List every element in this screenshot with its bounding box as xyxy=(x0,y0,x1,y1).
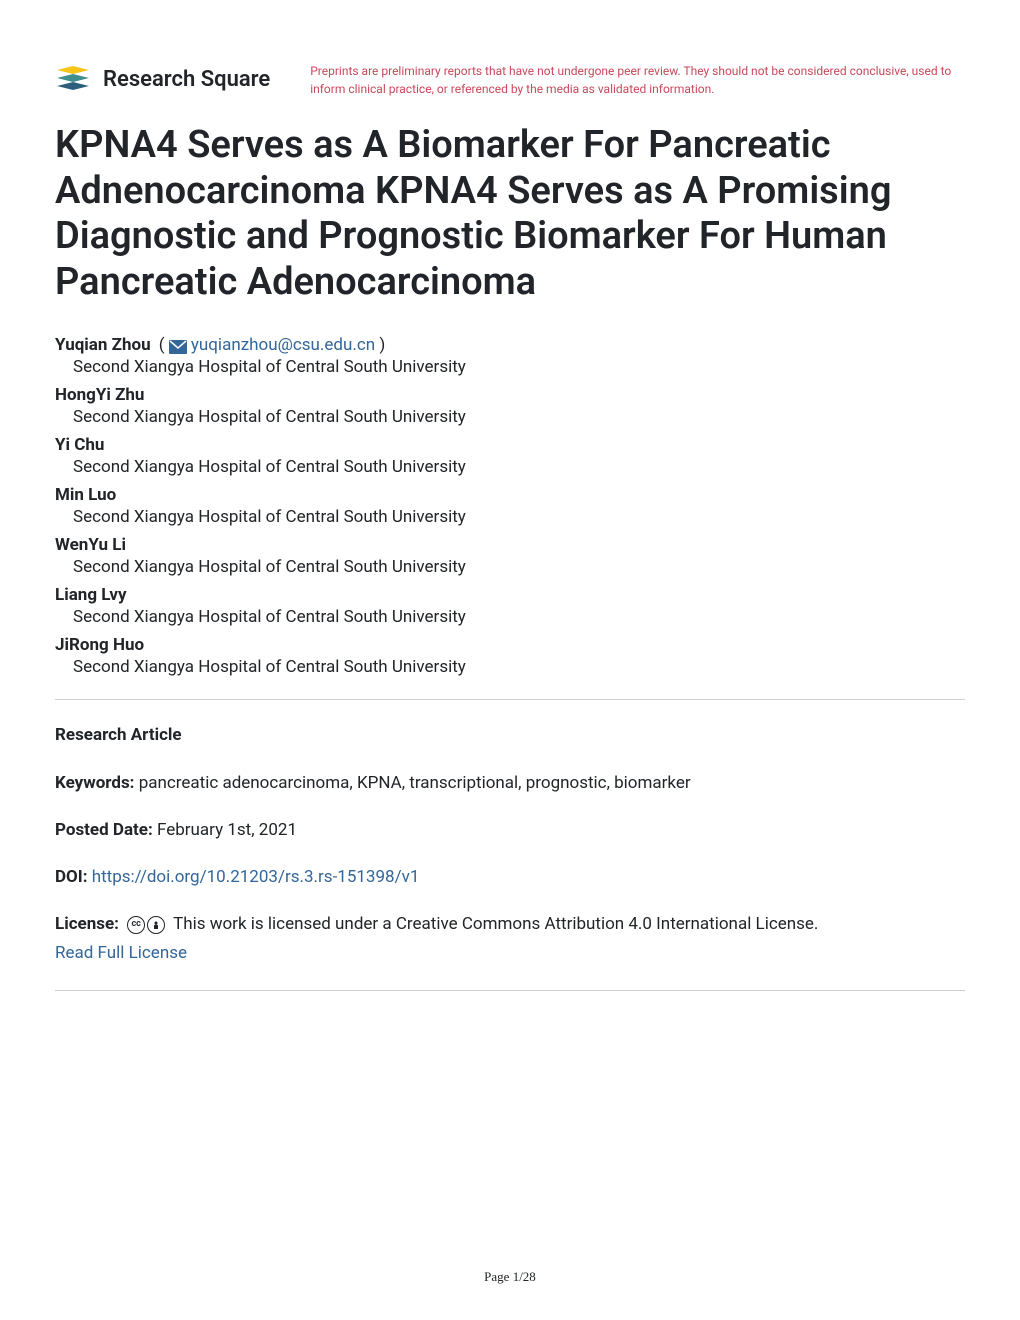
author-block: WenYu Li Second Xiangya Hospital of Cent… xyxy=(55,535,965,577)
cc-icon: cc xyxy=(127,916,145,934)
header-row: Research Square Preprints are preliminar… xyxy=(55,60,965,98)
section-divider xyxy=(55,699,965,700)
email-icon xyxy=(169,339,187,353)
author-affiliation: Second Xiangya Hospital of Central South… xyxy=(55,657,965,677)
author-name: Liang Lvy xyxy=(55,585,127,605)
doi-label: DOI: xyxy=(55,867,88,887)
logo-brand-text: Research Square xyxy=(103,67,270,92)
doi-link[interactable]: https://doi.org/10.21203/rs.3.rs-151398/… xyxy=(92,867,420,887)
article-type: Research Article xyxy=(55,722,965,749)
preprint-disclaimer: Preprints are preliminary reports that h… xyxy=(310,60,965,98)
license-link[interactable]: Read Full License xyxy=(55,940,965,967)
author-affiliation: Second Xiangya Hospital of Central South… xyxy=(55,557,965,577)
author-block: JiRong Huo Second Xiangya Hospital of Ce… xyxy=(55,635,965,677)
section-divider xyxy=(55,990,965,991)
keywords-value: pancreatic adenocarcinoma, KPNA, transcr… xyxy=(139,773,691,793)
research-square-logo-icon xyxy=(55,60,93,98)
author-block: Min Luo Second Xiangya Hospital of Centr… xyxy=(55,485,965,527)
author-name: JiRong Huo xyxy=(55,635,144,655)
license-text: This work is licensed under a Creative C… xyxy=(173,914,818,934)
author-block: Yi Chu Second Xiangya Hospital of Centra… xyxy=(55,435,965,477)
author-affiliation: Second Xiangya Hospital of Central South… xyxy=(55,607,965,627)
author-name: Yuqian Zhou xyxy=(55,335,151,355)
author-name: Yi Chu xyxy=(55,435,104,455)
logo-container: Research Square xyxy=(55,60,270,98)
author-block: HongYi Zhu Second Xiangya Hospital of Ce… xyxy=(55,385,965,427)
author-affiliation: Second Xiangya Hospital of Central South… xyxy=(55,407,965,427)
author-name: HongYi Zhu xyxy=(55,385,144,405)
author-block: Liang Lvy Second Xiangya Hospital of Cen… xyxy=(55,585,965,627)
license-row: License: cc This work is licensed under … xyxy=(55,911,965,967)
author-email[interactable]: yuqianzhou@csu.edu.cn xyxy=(191,335,375,355)
cc-by-icon xyxy=(147,916,165,934)
cc-icons: cc xyxy=(127,916,165,934)
keywords-label: Keywords: xyxy=(55,773,134,793)
author-name: Min Luo xyxy=(55,485,116,505)
page-number: Page 1/28 xyxy=(484,1269,536,1285)
author-affiliation: Second Xiangya Hospital of Central South… xyxy=(55,507,965,527)
license-label: License: xyxy=(55,914,119,934)
posted-date-row: Posted Date: February 1st, 2021 xyxy=(55,817,965,844)
doi-row: DOI: https://doi.org/10.21203/rs.3.rs-15… xyxy=(55,864,965,891)
posted-date-value: February 1st, 2021 xyxy=(157,820,297,840)
author-name: WenYu Li xyxy=(55,535,126,555)
authors-section: Yuqian Zhou ( yuqianzhou@csu.edu.cn ) Se… xyxy=(55,335,965,677)
paper-title: KPNA4 Serves as A Biomarker For Pancreat… xyxy=(55,123,965,305)
meta-section: Research Article Keywords: pancreatic ad… xyxy=(55,722,965,967)
keywords-row: Keywords: pancreatic adenocarcinoma, KPN… xyxy=(55,770,965,797)
author-affiliation: Second Xiangya Hospital of Central South… xyxy=(55,457,965,477)
author-email-wrapper: ( yuqianzhou@csu.edu.cn ) xyxy=(155,335,386,355)
author-block: Yuqian Zhou ( yuqianzhou@csu.edu.cn ) Se… xyxy=(55,335,965,377)
posted-date-label: Posted Date: xyxy=(55,820,153,840)
author-affiliation: Second Xiangya Hospital of Central South… xyxy=(55,357,965,377)
